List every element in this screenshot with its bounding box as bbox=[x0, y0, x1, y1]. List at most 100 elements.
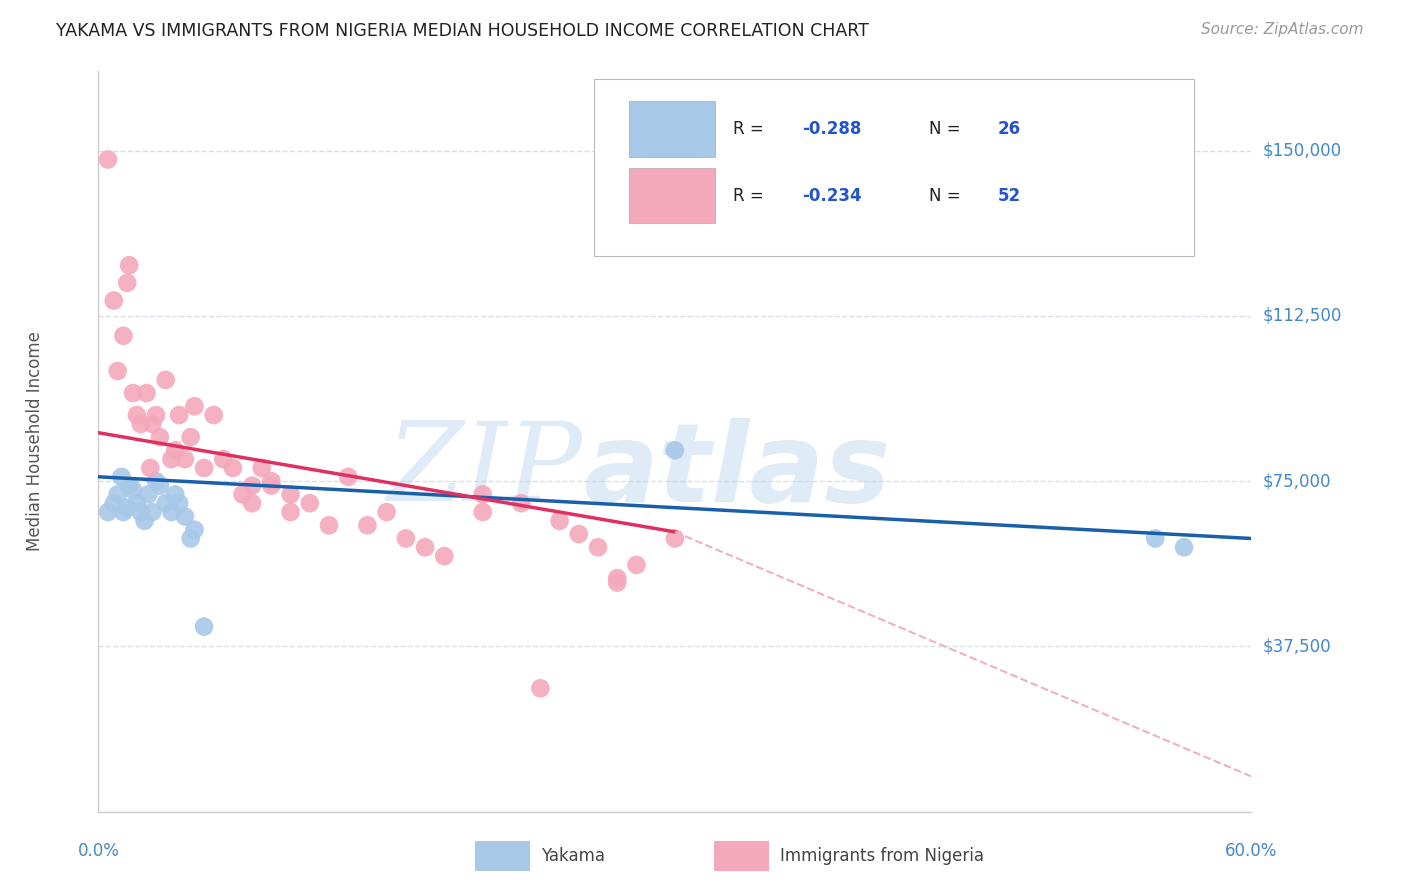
Point bbox=[122, 483, 145, 497]
Point bbox=[155, 496, 177, 510]
Point bbox=[118, 478, 141, 492]
Point bbox=[145, 408, 167, 422]
Point bbox=[298, 496, 321, 510]
Text: R =: R = bbox=[733, 120, 769, 138]
Point bbox=[337, 470, 360, 484]
FancyBboxPatch shape bbox=[628, 101, 716, 156]
Point bbox=[103, 293, 125, 308]
Point bbox=[240, 478, 263, 492]
Point bbox=[250, 461, 273, 475]
Point bbox=[174, 452, 197, 467]
Point bbox=[122, 386, 145, 401]
Point bbox=[145, 474, 167, 488]
Text: atlas: atlas bbox=[582, 417, 890, 524]
Text: $150,000: $150,000 bbox=[1263, 142, 1341, 160]
Text: -0.234: -0.234 bbox=[801, 186, 862, 205]
Point bbox=[165, 487, 187, 501]
Text: Immigrants from Nigeria: Immigrants from Nigeria bbox=[780, 847, 984, 865]
Point bbox=[118, 258, 141, 272]
Text: Median Household Income: Median Household Income bbox=[25, 332, 44, 551]
Text: Yakama: Yakama bbox=[541, 847, 606, 865]
Point bbox=[586, 541, 609, 555]
Point bbox=[212, 452, 235, 467]
Point bbox=[107, 364, 129, 378]
Text: -0.288: -0.288 bbox=[801, 120, 860, 138]
Point bbox=[155, 373, 177, 387]
Point bbox=[103, 496, 125, 510]
Point bbox=[160, 452, 183, 467]
Text: ZIP: ZIP bbox=[387, 417, 582, 524]
Point bbox=[413, 541, 436, 555]
Text: $37,500: $37,500 bbox=[1263, 638, 1331, 656]
Point bbox=[626, 558, 648, 572]
Point bbox=[606, 571, 628, 585]
Point bbox=[165, 443, 187, 458]
Point bbox=[664, 443, 686, 458]
Point bbox=[471, 487, 494, 501]
Text: N =: N = bbox=[928, 120, 966, 138]
Point bbox=[180, 430, 202, 444]
Point bbox=[125, 408, 148, 422]
Point bbox=[433, 549, 456, 563]
Point bbox=[97, 153, 120, 167]
Point bbox=[125, 496, 148, 510]
Point bbox=[202, 408, 225, 422]
Point bbox=[529, 681, 551, 696]
Point bbox=[107, 487, 129, 501]
Point bbox=[174, 509, 197, 524]
Text: 60.0%: 60.0% bbox=[1225, 842, 1278, 860]
Text: R =: R = bbox=[733, 186, 769, 205]
Point bbox=[129, 417, 152, 431]
Point bbox=[160, 505, 183, 519]
Point bbox=[280, 505, 302, 519]
Point bbox=[193, 461, 215, 475]
Point bbox=[568, 527, 591, 541]
Point bbox=[97, 505, 120, 519]
Point bbox=[356, 518, 378, 533]
Point bbox=[149, 430, 172, 444]
Text: YAKAMA VS IMMIGRANTS FROM NIGERIA MEDIAN HOUSEHOLD INCOME CORRELATION CHART: YAKAMA VS IMMIGRANTS FROM NIGERIA MEDIAN… bbox=[56, 22, 869, 40]
Point bbox=[548, 514, 571, 528]
Point bbox=[141, 505, 163, 519]
Point bbox=[110, 470, 132, 484]
Point bbox=[664, 532, 686, 546]
Point bbox=[260, 474, 283, 488]
FancyBboxPatch shape bbox=[595, 78, 1194, 257]
Point bbox=[139, 461, 162, 475]
FancyBboxPatch shape bbox=[628, 168, 716, 223]
Point bbox=[117, 500, 138, 515]
Point bbox=[510, 496, 533, 510]
Point bbox=[260, 478, 283, 492]
Text: 26: 26 bbox=[998, 120, 1021, 138]
Text: N =: N = bbox=[928, 186, 966, 205]
Point bbox=[375, 505, 398, 519]
Point bbox=[141, 417, 163, 431]
Text: 0.0%: 0.0% bbox=[77, 842, 120, 860]
Point bbox=[180, 532, 202, 546]
Point bbox=[138, 487, 160, 501]
Point bbox=[135, 386, 157, 401]
Point bbox=[471, 505, 494, 519]
Text: 52: 52 bbox=[998, 186, 1021, 205]
Point bbox=[318, 518, 340, 533]
Point bbox=[149, 478, 172, 492]
Text: Source: ZipAtlas.com: Source: ZipAtlas.com bbox=[1201, 22, 1364, 37]
Point bbox=[129, 505, 152, 519]
Point bbox=[280, 487, 302, 501]
Point bbox=[112, 328, 135, 343]
Point bbox=[240, 496, 263, 510]
Point bbox=[167, 408, 190, 422]
Text: $75,000: $75,000 bbox=[1263, 472, 1331, 491]
Point bbox=[117, 276, 138, 290]
Point bbox=[231, 487, 254, 501]
Point bbox=[395, 532, 418, 546]
Point bbox=[606, 575, 628, 590]
Point bbox=[112, 505, 135, 519]
Point bbox=[183, 399, 205, 413]
Point bbox=[167, 496, 190, 510]
Point bbox=[222, 461, 245, 475]
Point bbox=[134, 514, 156, 528]
Point bbox=[1144, 532, 1167, 546]
Point bbox=[183, 523, 205, 537]
Point bbox=[193, 619, 215, 633]
